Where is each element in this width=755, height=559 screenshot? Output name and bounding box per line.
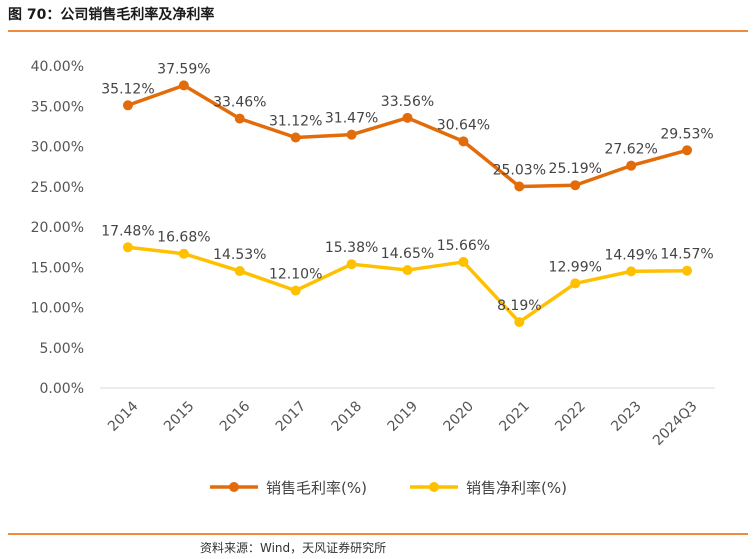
figure-title: 图 70：公司销售毛利率及净利率 — [8, 7, 215, 23]
y-tick-label: 35.00% — [31, 99, 84, 115]
data-label: 25.03% — [493, 163, 546, 179]
data-label: 12.99% — [549, 259, 602, 275]
data-point — [122, 100, 133, 111]
y-tick-label: 25.00% — [31, 180, 84, 196]
data-label: 31.12% — [269, 113, 322, 129]
data-point — [178, 248, 189, 259]
x-tick-label: 2017 — [273, 398, 310, 435]
data-point — [234, 113, 245, 124]
x-tick-label: 2022 — [552, 398, 589, 435]
data-point — [514, 317, 525, 328]
data-point — [514, 181, 525, 192]
data-point — [570, 278, 581, 289]
data-label: 14.53% — [213, 247, 266, 263]
x-tick-label: 2024Q3 — [650, 398, 701, 449]
data-label: 17.48% — [101, 223, 154, 239]
data-label: 33.56% — [381, 94, 434, 110]
legend-label: 销售毛利率(%) — [266, 479, 367, 497]
data-label: 35.12% — [101, 81, 154, 97]
data-point — [402, 265, 413, 276]
legend-label: 销售净利率(%) — [466, 479, 567, 497]
data-point — [570, 180, 581, 191]
data-point — [346, 129, 357, 140]
x-tick-label: 2018 — [329, 398, 366, 435]
data-label: 15.38% — [325, 240, 378, 256]
y-tick-label: 20.00% — [31, 220, 84, 236]
legend-marker — [229, 482, 239, 492]
data-label: 27.62% — [604, 142, 657, 158]
x-tick-label: 2021 — [496, 398, 533, 435]
data-point — [626, 266, 637, 277]
data-point — [626, 160, 637, 171]
y-tick-label: 5.00% — [40, 341, 84, 357]
data-point — [290, 132, 301, 143]
y-tick-label: 15.00% — [31, 260, 84, 276]
data-label: 30.64% — [437, 117, 490, 133]
top-rule — [8, 30, 748, 32]
bottom-rule — [8, 533, 748, 535]
data-point — [682, 265, 693, 276]
data-point — [458, 136, 469, 147]
data-label: 16.68% — [157, 230, 210, 246]
data-label: 8.19% — [497, 298, 541, 314]
x-tick-label: 2016 — [217, 398, 254, 435]
legend-marker — [429, 482, 439, 492]
x-tick-label: 2023 — [608, 398, 645, 435]
data-label: 15.66% — [437, 238, 490, 254]
data-point — [122, 242, 133, 253]
y-tick-label: 10.00% — [31, 301, 84, 317]
y-tick-label: 40.00% — [31, 59, 84, 75]
data-label: 12.10% — [269, 267, 322, 283]
data-point — [682, 145, 693, 156]
x-tick-label: 2020 — [441, 398, 478, 435]
data-point — [290, 285, 301, 296]
y-tick-label: 30.00% — [31, 140, 84, 156]
source-note: 资料来源：Wind，天风证券研究所 — [200, 541, 387, 555]
x-tick-label: 2019 — [385, 398, 422, 435]
x-tick-label: 2014 — [105, 398, 142, 435]
data-point — [402, 112, 413, 123]
data-point — [346, 259, 357, 270]
y-tick-label: 0.00% — [40, 381, 84, 397]
data-label: 29.53% — [660, 126, 713, 142]
data-label: 33.46% — [213, 95, 266, 111]
data-label: 25.19% — [549, 161, 602, 177]
data-label: 14.65% — [381, 246, 434, 262]
data-label: 31.47% — [325, 111, 378, 127]
data-label: 37.59% — [157, 61, 210, 77]
data-point — [234, 266, 245, 277]
data-point — [458, 256, 469, 267]
data-label: 14.57% — [660, 247, 713, 263]
data-label: 14.49% — [604, 247, 657, 263]
x-tick-label: 2015 — [161, 398, 198, 435]
data-point — [178, 80, 189, 91]
